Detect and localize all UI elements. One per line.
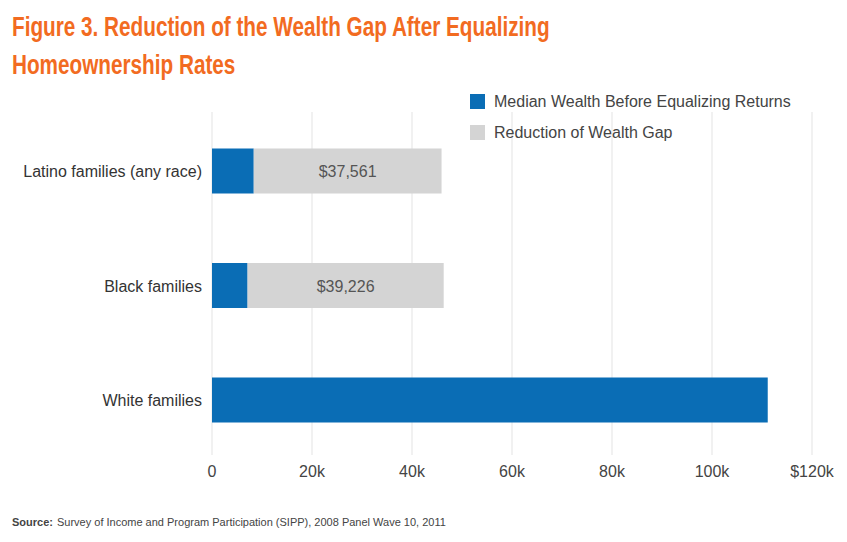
source-label: Source: xyxy=(12,516,53,528)
legend-label: Reduction of Wealth Gap xyxy=(494,124,673,141)
legend-label: Median Wealth Before Equalizing Returns xyxy=(494,93,791,110)
tick-label: 80k xyxy=(599,463,626,480)
category-label: Latino families (any race) xyxy=(23,163,202,180)
data-label: $37,561 xyxy=(319,163,377,180)
category-label: Black families xyxy=(104,278,202,295)
legend-swatch xyxy=(470,94,485,109)
tick-label: 20k xyxy=(299,463,326,480)
tick-label: $120k xyxy=(790,463,835,480)
grid-line xyxy=(812,112,813,455)
bars xyxy=(212,149,768,423)
tick-label: 0 xyxy=(208,463,217,480)
source-text: Survey of Income and Program Participati… xyxy=(57,516,446,528)
bar xyxy=(248,263,444,308)
legend-swatch xyxy=(470,125,485,140)
tick-label: 60k xyxy=(499,463,526,480)
bar xyxy=(212,149,254,194)
data-label: $39,226 xyxy=(317,278,375,295)
bar xyxy=(254,149,442,194)
source: Source: Survey of Income and Program Part… xyxy=(12,516,446,528)
bar xyxy=(212,263,248,308)
tick-label: 40k xyxy=(399,463,426,480)
title: Figure 3. Reduction of the Wealth Gap Af… xyxy=(12,8,693,84)
bar xyxy=(212,378,768,423)
category-label: White families xyxy=(102,392,202,409)
tick-label: 100k xyxy=(695,463,731,480)
